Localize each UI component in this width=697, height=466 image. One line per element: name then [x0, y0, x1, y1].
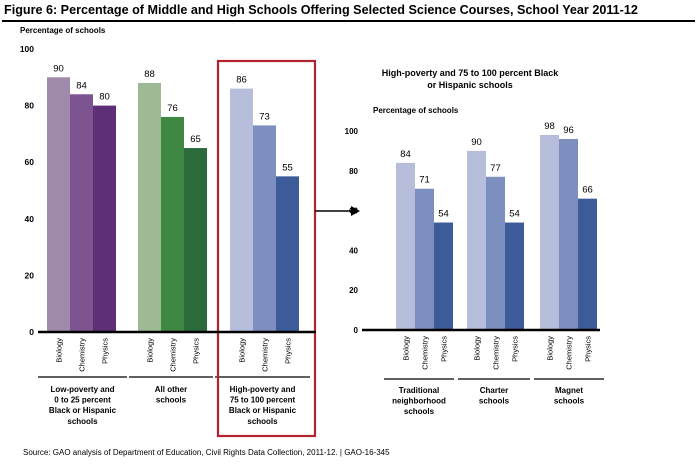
bar-value-label: 84: [400, 149, 411, 160]
category-label: Chemistry: [169, 338, 178, 372]
figure-title: Figure 6: Percentage of Middle and High …: [4, 3, 638, 17]
bar: [434, 222, 453, 330]
chart-title-line: or Hispanic schools: [427, 80, 513, 90]
group-label: Charter: [480, 386, 508, 395]
bar-value-label: 55: [282, 162, 293, 173]
bar: [467, 150, 486, 330]
y-tick-label: 0: [354, 326, 359, 335]
bar-value-label: 54: [509, 209, 520, 220]
bar: [230, 88, 253, 333]
category-label: Biology: [55, 338, 64, 363]
bar: [47, 77, 70, 332]
bar-value-label: 65: [190, 134, 201, 145]
group-label: 75 to 100 percent: [230, 396, 296, 405]
bar-value-label: 71: [419, 175, 430, 186]
group-label: Low-poverty and: [50, 385, 114, 394]
bar-value-label: 66: [582, 185, 593, 196]
bar: [276, 176, 299, 332]
right-chart: High-poverty and 75 to 100 percent Black…: [345, 68, 604, 416]
bar: [486, 176, 505, 330]
bar-value-label: 90: [53, 63, 64, 74]
bar-value-label: 80: [99, 92, 110, 103]
y-tick-label: 100: [20, 44, 34, 54]
category-label: Chemistry: [492, 336, 501, 370]
y-tick-label: 0: [29, 327, 34, 337]
bar: [184, 148, 207, 332]
category-label: Chemistry: [261, 338, 270, 372]
highlight-box: [216, 59, 317, 438]
bar-value-label: 54: [438, 209, 449, 220]
group-label: 0 to 25 percent: [54, 396, 111, 405]
bar-value-label: 84: [76, 80, 87, 91]
category-label: Physics: [284, 338, 293, 364]
bar-value-label: 98: [544, 121, 555, 132]
group-label: Black or Hispanic: [49, 406, 117, 415]
bar: [93, 105, 116, 332]
arrow-right-icon: [315, 206, 360, 216]
bar: [70, 94, 93, 332]
y-tick-label: 20: [25, 270, 35, 280]
category-label: Biology: [146, 338, 155, 363]
group-label: Traditional: [399, 386, 439, 395]
category-label: Chemistry: [565, 336, 574, 370]
group-label: schools: [67, 417, 98, 426]
bar: [253, 125, 276, 332]
y-tick-label: 80: [25, 101, 35, 111]
y-tick-label: 100: [345, 127, 359, 136]
left-chart: Percentage of schools 0 20 40 60 80 100 90 Biolo…: [20, 26, 317, 438]
y-tick-label: 60: [25, 157, 35, 167]
bar: [540, 134, 559, 330]
y-tick-label: 80: [349, 167, 358, 176]
group-label: neighborhood: [392, 397, 446, 406]
bar: [415, 188, 434, 330]
group-label: schools: [404, 407, 435, 416]
group-label: schools: [247, 417, 278, 426]
category-label: Chemistry: [421, 336, 430, 370]
category-label: Physics: [511, 336, 520, 362]
group-label: All other: [155, 385, 187, 394]
group-label: Black or Hispanic: [229, 406, 297, 415]
group-label: schools: [479, 397, 510, 406]
bar-value-label: 76: [167, 103, 178, 114]
category-label: Biology: [473, 336, 482, 361]
bar-value-label: 86: [236, 75, 247, 86]
category-label: Physics: [192, 338, 201, 364]
bar-value-label: 73: [259, 111, 270, 122]
source-note: Source: GAO analysis of Department of Ed…: [23, 448, 390, 457]
bar: [161, 116, 184, 332]
chart-title-line: High-poverty and 75 to 100 percent Black: [382, 68, 560, 78]
group-label: Magnet: [555, 386, 583, 395]
y-axis-label: Percentage of schools: [373, 106, 459, 115]
group-label: schools: [554, 397, 585, 406]
y-axis-label: Percentage of schools: [20, 26, 106, 35]
bar: [559, 138, 578, 330]
bar-value-label: 77: [490, 163, 501, 174]
category-label: Physics: [584, 336, 593, 362]
chart-canvas: Percentage of schools 0 20 40 60 80 100 90 Biolo…: [20, 26, 604, 438]
group-label: High-poverty and: [230, 385, 296, 394]
category-label: Biology: [402, 336, 411, 361]
group-label: schools: [156, 396, 187, 405]
bar: [396, 162, 415, 330]
y-tick-label: 20: [349, 286, 358, 295]
category-label: Biology: [238, 338, 247, 363]
y-tick-label: 40: [25, 214, 35, 224]
category-label: Chemistry: [78, 338, 87, 372]
bar: [578, 198, 597, 330]
category-label: Biology: [546, 336, 555, 361]
bar: [138, 82, 161, 333]
y-tick-label: 40: [349, 246, 358, 255]
category-label: Physics: [440, 336, 449, 362]
bar-value-label: 90: [471, 137, 482, 148]
category-label: Physics: [101, 338, 110, 364]
bar-value-label: 88: [144, 69, 155, 80]
bar: [505, 222, 524, 330]
bar-value-label: 96: [563, 125, 574, 136]
title-divider: [2, 20, 695, 22]
